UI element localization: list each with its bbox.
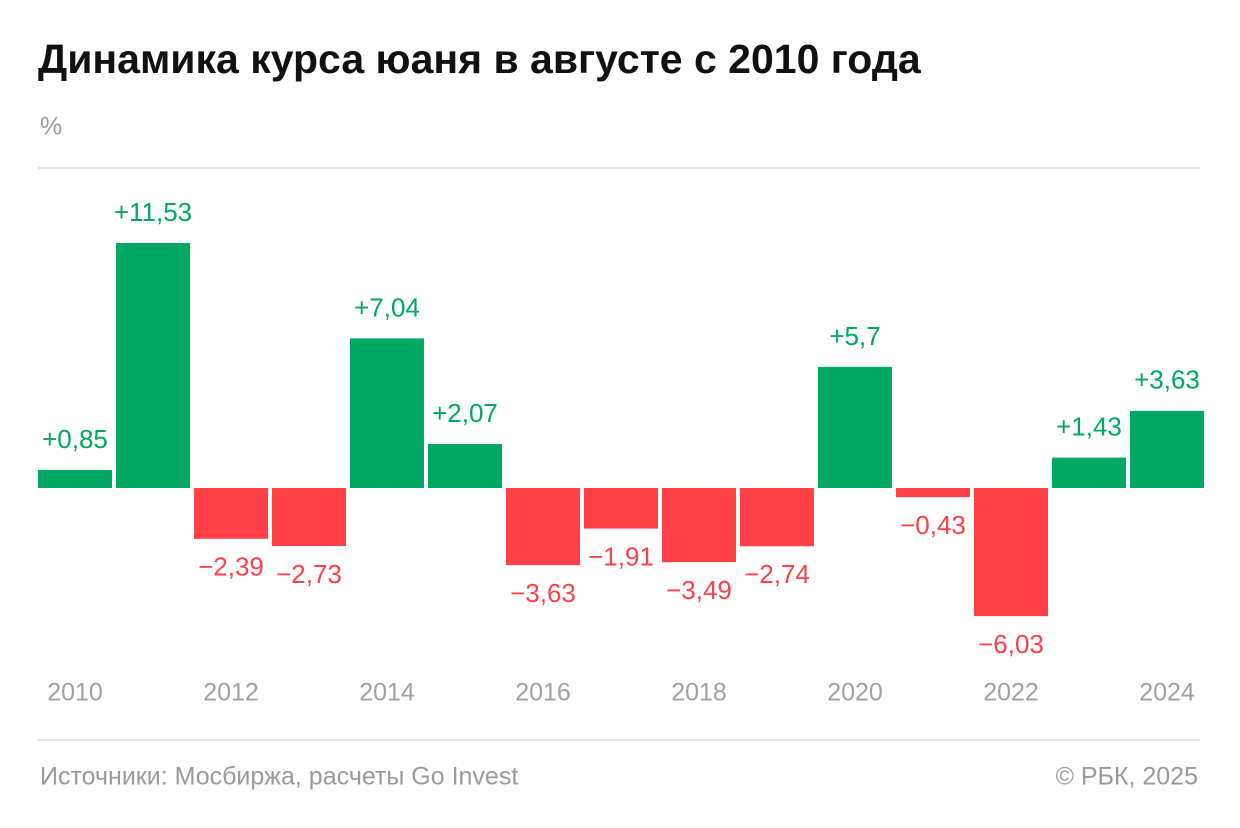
x-tick-label: 2016 (515, 679, 571, 707)
bar (662, 488, 736, 563)
bar (428, 444, 502, 488)
x-tick-label: 2022 (983, 679, 1039, 707)
value-label: +11,53 (114, 197, 192, 227)
value-label: −3,49 (666, 575, 732, 605)
chart-title: Динамика курса юаня в августе с 2010 год… (38, 36, 922, 82)
x-tick-label: 2024 (1139, 679, 1195, 707)
x-tick-label: 2014 (359, 679, 415, 707)
value-label: −1,91 (588, 541, 654, 571)
value-label: +0,85 (42, 424, 108, 454)
unit-label: % (40, 113, 62, 141)
source: Источники: Мосбиржа, расчеты Go Invest (40, 763, 518, 791)
bar (272, 488, 346, 547)
bar (584, 488, 658, 529)
bar (740, 488, 814, 547)
bar (818, 366, 892, 488)
bar (1130, 410, 1204, 488)
value-label: −3,63 (510, 578, 576, 608)
bar (38, 469, 112, 488)
bar (350, 338, 424, 488)
x-tick-label: 2018 (671, 679, 727, 707)
x-tick-label: 2010 (47, 679, 103, 707)
x-tick-label: 2020 (827, 679, 883, 707)
bar (974, 488, 1048, 617)
bar (896, 488, 970, 498)
value-label: +7,04 (354, 292, 420, 322)
value-label: −0,43 (900, 510, 966, 540)
value-label: +5,7 (829, 321, 880, 351)
bar (1052, 457, 1126, 488)
value-label: −2,74 (744, 559, 810, 589)
bar (116, 243, 190, 488)
x-tick-label: 2012 (203, 679, 259, 707)
value-label: −2,73 (276, 559, 342, 589)
value-label: +3,63 (1134, 365, 1200, 395)
value-label: +2,07 (432, 398, 498, 428)
value-label: −2,39 (198, 552, 264, 582)
bar (194, 488, 268, 539)
value-label: +1,43 (1056, 411, 1122, 441)
value-label: −6,03 (978, 629, 1044, 659)
copyright: © РБК, 2025 (1055, 763, 1198, 791)
bar (506, 488, 580, 566)
